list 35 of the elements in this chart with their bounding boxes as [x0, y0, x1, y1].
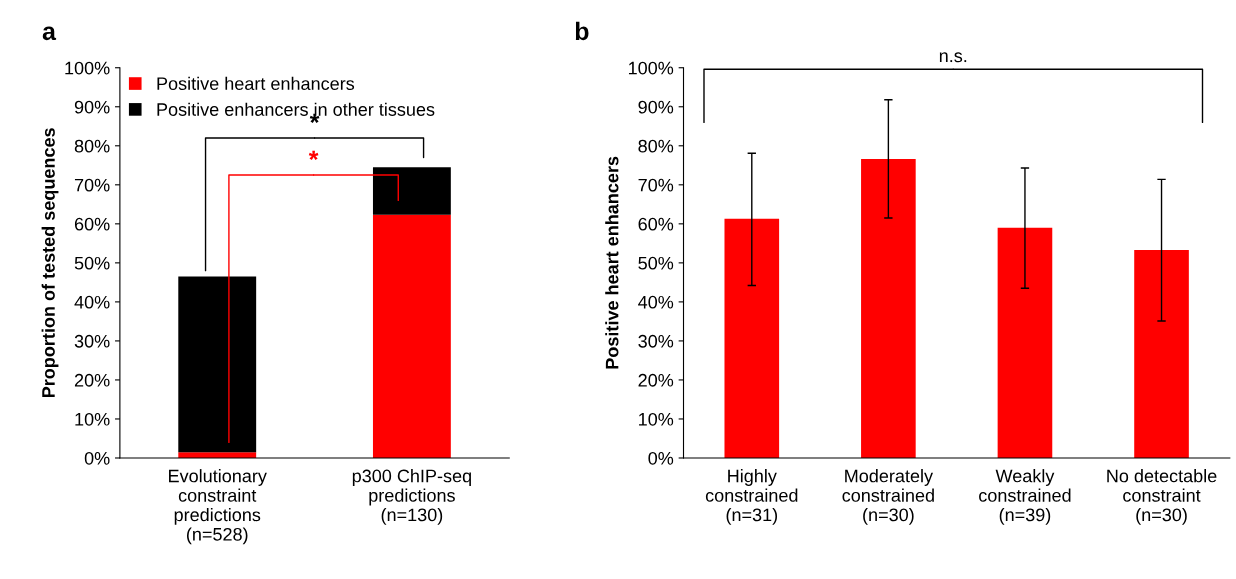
y-tick-label: 10%	[75, 412, 110, 426]
x-tick-label: Weakly constrained (n=39)	[979, 469, 1071, 525]
x-tick-label: Highly constrained (n=31)	[705, 469, 798, 525]
y-tick-label: 60%	[638, 217, 674, 231]
x-tick-label: Evolutionary constraint predictions (n=528)	[169, 469, 267, 545]
y-axis-title: Proportion of tested sequences	[41, 128, 59, 398]
y-tick-label: 20%	[74, 373, 110, 387]
y-tick-label: 0%	[84, 451, 110, 465]
y-tick-label: 100%	[628, 61, 674, 75]
y-tick-label: 80%	[74, 139, 110, 153]
y-tick-label: 20%	[638, 373, 674, 387]
y-tick-label: 50%	[74, 256, 110, 270]
y-tick-label: 60%	[74, 217, 110, 231]
y-tick-label: 100%	[65, 61, 110, 75]
y-tick-label: 90%	[638, 100, 674, 114]
chart-title: a	[42, 26, 57, 41]
y-tick-label: 0%	[648, 451, 674, 465]
annotation: *	[308, 150, 319, 161]
legend-label: Positive heart enhancers	[157, 76, 355, 91]
y-tick-label: 30%	[74, 334, 110, 348]
y-tick-label: 10%	[639, 412, 674, 426]
x-tick-label: p300 ChIP-seq predictions (n=130)	[352, 469, 471, 525]
chart-title: b	[575, 21, 589, 41]
x-tick-label: Moderately constrained (n=30)	[842, 469, 934, 525]
y-tick-label: 70%	[74, 178, 110, 192]
y-tick-label: 40%	[638, 295, 674, 309]
y-tick-label: 30%	[638, 334, 674, 348]
y-tick-label: 70%	[638, 178, 674, 192]
text: n.s.	[939, 52, 967, 63]
x-tick-label: No detectable constraint (n=30)	[1107, 469, 1217, 525]
y-tick-label: 90%	[74, 100, 110, 114]
y-tick-label: 80%	[638, 139, 674, 153]
y-tick-label: 40%	[74, 295, 110, 309]
y-tick-label: 50%	[638, 256, 674, 270]
y-axis-title: Positive heart enhancers	[605, 156, 619, 369]
